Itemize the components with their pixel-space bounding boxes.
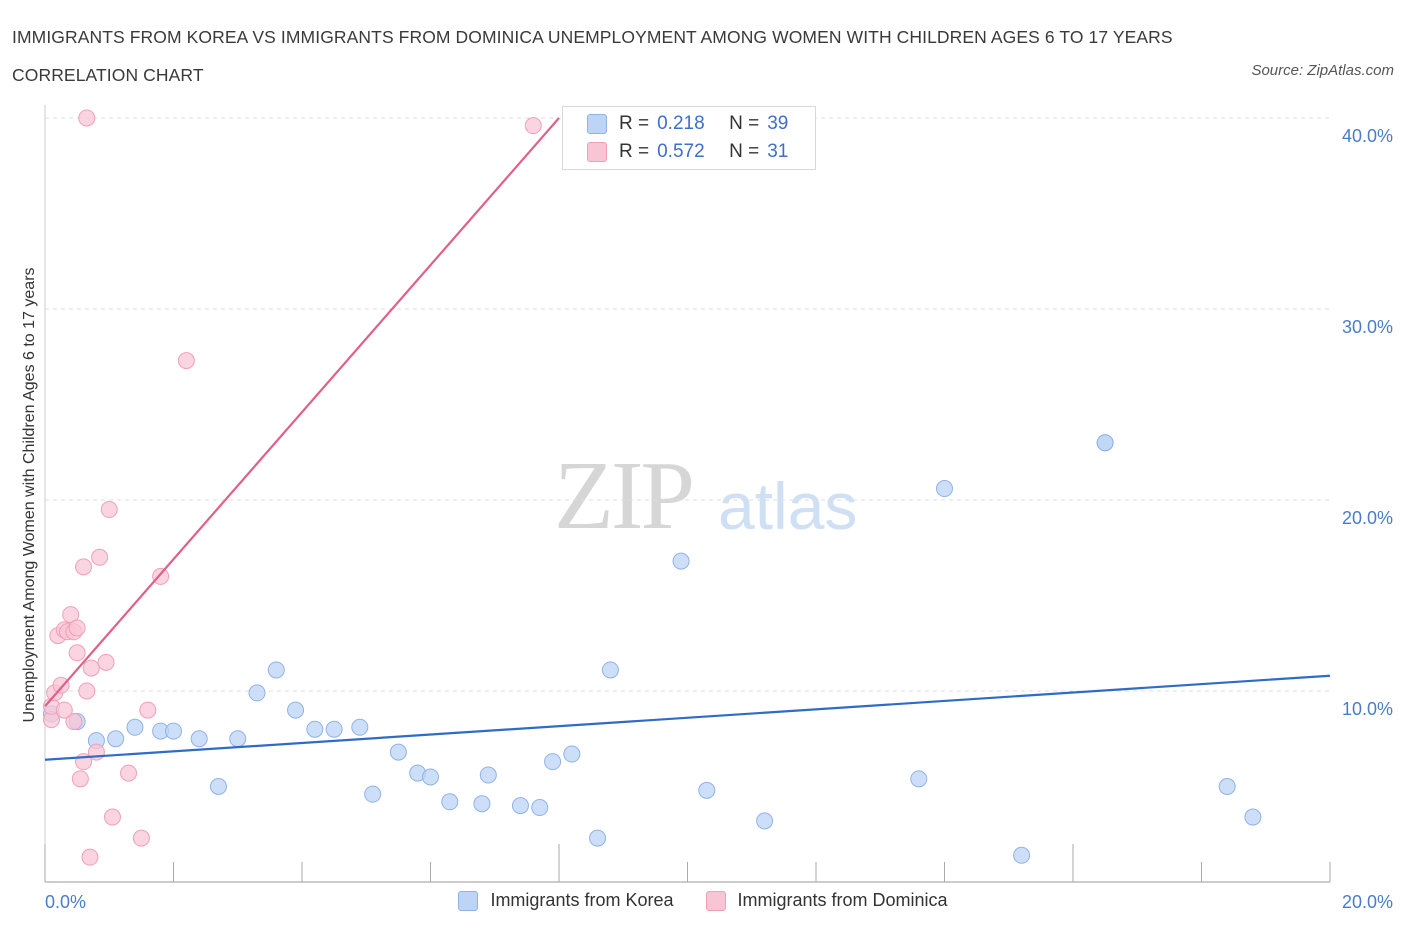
dominica-n-label: N = [729,141,760,162]
dominica-point [91,548,109,566]
dominica-point [82,659,100,677]
korea-point [936,480,953,498]
dominica-point [177,352,195,370]
dominica-r-value: 0.572 [657,141,705,162]
y-tick-label: 20.0% [1342,508,1393,528]
korea-point [306,720,324,738]
dominica-point [78,682,96,700]
dominica-point [75,558,93,576]
stats-legend: R = 0.218 N = 39 R = 0.572 N = 31 [562,106,816,170]
korea-point [601,661,619,679]
korea-point [672,552,690,570]
korea-point [511,797,529,815]
dominica-point [52,676,70,694]
korea-point [190,730,208,748]
korea-point [441,793,459,811]
dominica-point [524,117,542,135]
dominica-point [78,109,96,127]
dominica-point [120,764,138,782]
dominica-point [55,701,73,719]
legend-row-dominica: R = 0.572 N = 31 [587,139,788,165]
korea-point [473,795,491,813]
korea-r-value: 0.218 [657,113,705,134]
x-tick-label: 20.0% [1342,892,1393,912]
korea-point [479,766,497,784]
korea-point [364,785,382,803]
korea-point [910,770,928,788]
dominica-point [68,619,86,637]
korea-point [1244,808,1262,826]
korea-legend-icon [458,890,479,911]
legend-item-dominica[interactable]: Immigrants from Dominica [705,890,948,911]
chart-title: IMMIGRANTS FROM KOREA VS IMMIGRANTS FROM… [12,27,1173,85]
korea-point [325,720,343,738]
watermark-atlas: atlas [718,469,858,543]
korea-n-value: 39 [767,113,789,134]
x-tick-label: 0.0% [45,892,86,912]
korea-point [267,661,285,679]
korea-point [1013,846,1031,864]
series-legend: Immigrants from Korea Immigrants from Do… [0,890,1406,911]
korea-point [589,829,607,847]
korea-point [1218,778,1236,795]
dominica-legend-icon [705,890,726,911]
dominica-r-label: R = [619,141,650,162]
dominica-point [132,829,150,847]
dominica-point [71,770,89,788]
korea-point [229,730,247,748]
dominica-point [81,848,99,866]
legend-label-korea: Immigrants from Korea [490,890,674,910]
korea-point [126,718,144,736]
dominica-point [68,644,86,662]
source-credit: Source: ZipAtlas.com [1251,62,1394,79]
korea-point [287,701,305,719]
korea-point [209,778,227,795]
korea-trend-line [44,674,1331,761]
y-tick-label: 10.0% [1342,699,1393,719]
korea-point [756,812,774,830]
korea-point [563,745,581,763]
dominica-point [103,808,121,826]
watermark-zip: ZIP [554,442,695,550]
korea-swatch-icon [587,114,607,134]
korea-point [544,753,562,771]
dominica-n-value: 31 [767,141,789,162]
legend-row-korea: R = 0.218 N = 39 [587,111,788,137]
dominica-swatch-icon [587,142,607,162]
korea-n-label: N = [729,113,760,134]
korea-point [389,743,407,761]
dominica-point [65,713,83,731]
y-tick-label: 40.0% [1342,126,1393,146]
korea-point [165,722,182,740]
dominica-point [100,501,118,519]
korea-point [698,781,716,799]
korea-point [107,730,125,748]
korea-point [351,718,369,736]
y-tick-label: 30.0% [1342,317,1393,337]
korea-point [422,768,439,786]
dominica-point [139,701,157,719]
dominica-point [152,567,170,585]
korea-point [248,684,266,702]
korea-point [1096,434,1114,452]
dominica-point [97,653,115,671]
korea-point [531,799,549,817]
dominica-trend-line [44,117,560,708]
korea-r-label: R = [619,113,650,134]
legend-item-korea[interactable]: Immigrants from Korea [458,890,674,911]
legend-label-dominica: Immigrants from Dominica [737,890,948,910]
